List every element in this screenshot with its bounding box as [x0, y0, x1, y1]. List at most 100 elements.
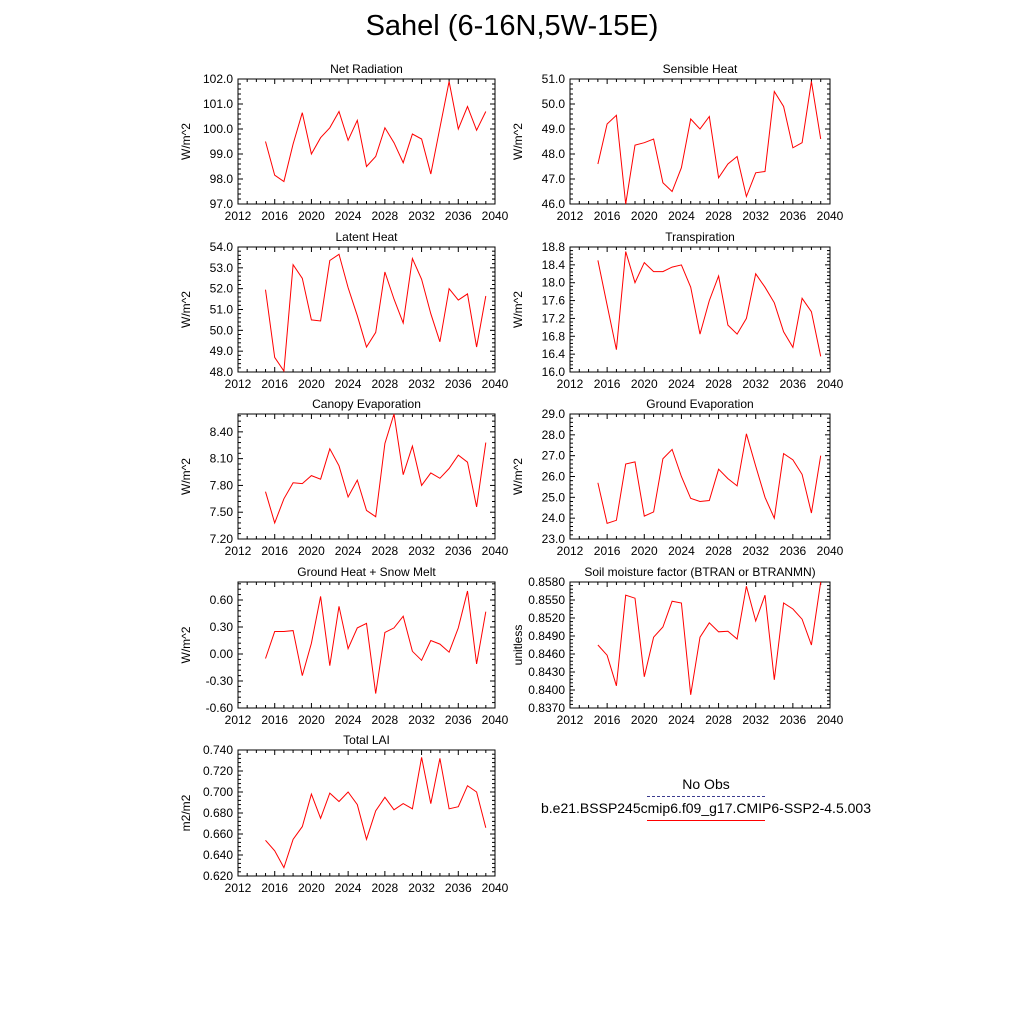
- x-tick-label: 2016: [594, 377, 621, 391]
- series-line: [265, 413, 487, 525]
- x-tick-label: 2016: [261, 881, 288, 895]
- y-tick-label: 0.8580: [528, 575, 565, 589]
- plot-frame: [569, 413, 831, 540]
- x-tick-label: 2032: [742, 209, 769, 223]
- y-axis-label: W/m^2: [511, 123, 525, 160]
- x-tick-label: 2032: [408, 881, 435, 895]
- y-tick-label: 0.620: [203, 869, 233, 883]
- y-tick-label: 18.4: [542, 258, 566, 272]
- y-axis-label: W/m^2: [511, 458, 525, 495]
- y-tick-label: 0.8520: [528, 611, 565, 625]
- y-tick-label: 28.0: [542, 428, 566, 442]
- x-tick-label: 2032: [408, 377, 435, 391]
- legend-obs-line: [647, 796, 765, 797]
- chart-panel: Latent Heat 2012 2016 2020 2024 2028 2032 2036 2…: [179, 230, 509, 391]
- y-tick-label: 0.680: [203, 806, 233, 820]
- y-tick-label: 23.0: [542, 532, 566, 546]
- y-tick-label: 16.4: [542, 347, 566, 361]
- x-tick-label: 2036: [445, 881, 472, 895]
- y-tick-label: 48.0: [210, 365, 234, 379]
- x-tick-label: 2040: [482, 377, 509, 391]
- y-tick-label: 16.0: [542, 365, 566, 379]
- y-axis-label: unitless: [511, 625, 525, 666]
- y-tick-label: 0.660: [203, 827, 233, 841]
- series-line: [597, 433, 822, 525]
- y-tick-label: 7.50: [210, 505, 234, 519]
- x-tick-label: 2028: [372, 881, 399, 895]
- y-tick-label: 26.0: [542, 470, 566, 484]
- x-tick-label: 2040: [482, 713, 509, 727]
- y-tick-label: 102.0: [203, 72, 233, 86]
- x-tick-label: 2012: [225, 209, 252, 223]
- x-tick-label: 2020: [298, 544, 325, 558]
- x-tick-label: 2012: [557, 377, 584, 391]
- x-tick-label: 2036: [445, 377, 472, 391]
- y-axis-label: m2/m2: [179, 794, 193, 831]
- panel-title: Net Radiation: [330, 62, 403, 76]
- panel-title: Sensible Heat: [663, 62, 738, 76]
- x-tick-label: 2032: [408, 713, 435, 727]
- x-tick-label: 2016: [261, 544, 288, 558]
- chart-panel: Total LAI 2012 2016 2020 2024 2028 2032 2036 204…: [179, 733, 509, 895]
- y-tick-label: 18.8: [542, 240, 566, 254]
- y-tick-label: 29.0: [542, 407, 566, 421]
- y-tick-label: 54.0: [210, 240, 234, 254]
- y-tick-label: 7.80: [210, 478, 234, 492]
- x-tick-label: 2028: [705, 377, 732, 391]
- legend-obs-entry: No Obs: [520, 776, 892, 800]
- x-tick-label: 2036: [445, 544, 472, 558]
- y-tick-label: 27.0: [542, 449, 566, 463]
- plot-frame: [237, 581, 496, 709]
- x-tick-label: 2028: [372, 713, 399, 727]
- x-tick-label: 2040: [482, 881, 509, 895]
- x-tick-label: 2012: [225, 713, 252, 727]
- y-tick-label: 0.740: [203, 743, 233, 757]
- x-tick-label: 2040: [817, 713, 844, 727]
- y-tick-label: 47.0: [542, 172, 566, 186]
- x-tick-label: 2012: [225, 544, 252, 558]
- x-tick-label: 2020: [298, 377, 325, 391]
- panel-title: Canopy Evaporation: [312, 397, 421, 411]
- legend-model-line: [647, 820, 765, 821]
- chart-panel: Ground Heat + Snow Melt 2012 2016 2020 2024 2…: [179, 565, 509, 727]
- plot-frame: [237, 78, 496, 205]
- panel-title: Latent Heat: [335, 230, 398, 244]
- y-tick-label: 0.8460: [528, 647, 565, 661]
- plot-frame: [569, 581, 831, 709]
- legend-obs-label: No Obs: [682, 776, 730, 792]
- y-tick-label: -0.30: [206, 674, 234, 688]
- y-tick-label: 18.0: [542, 276, 566, 290]
- x-tick-label: 2024: [335, 881, 362, 895]
- y-tick-label: 0.720: [203, 764, 233, 778]
- x-tick-label: 2012: [557, 713, 584, 727]
- x-tick-label: 2016: [261, 377, 288, 391]
- x-tick-label: 2028: [372, 209, 399, 223]
- figure-title: Sahel (6-16N,5W-15E): [365, 10, 659, 42]
- x-tick-label: 2032: [408, 544, 435, 558]
- panel-title: Ground Evaporation: [646, 397, 753, 411]
- y-tick-label: 50.0: [542, 97, 566, 111]
- y-tick-label: 99.0: [210, 147, 234, 161]
- x-tick-label: 2024: [335, 209, 362, 223]
- y-tick-label: 0.8430: [528, 665, 565, 679]
- series-line: [265, 253, 487, 373]
- x-tick-label: 2036: [780, 377, 807, 391]
- panel-title: Soil moisture factor (BTRAN or BTRANMN): [584, 565, 815, 579]
- chart-panel: Net Radiation 2012 2016 2020 2024 2028 2032 203…: [179, 62, 509, 223]
- y-axis-label: W/m^2: [179, 626, 193, 663]
- series-line: [597, 251, 822, 357]
- x-tick-label: 2020: [298, 713, 325, 727]
- x-tick-label: 2040: [817, 209, 844, 223]
- y-tick-label: 98.0: [210, 172, 234, 186]
- x-tick-label: 2028: [372, 377, 399, 391]
- y-tick-label: 0.640: [203, 848, 233, 862]
- y-tick-label: 25.0: [542, 490, 566, 504]
- x-tick-label: 2012: [557, 209, 584, 223]
- x-tick-label: 2024: [335, 377, 362, 391]
- series-line: [597, 81, 822, 205]
- plot-frame: [237, 749, 496, 877]
- y-axis-label: W/m^2: [511, 291, 525, 328]
- x-tick-label: 2012: [225, 377, 252, 391]
- chart-panel: Soil moisture factor (BTRAN or BTRANMN) 2…: [511, 565, 844, 727]
